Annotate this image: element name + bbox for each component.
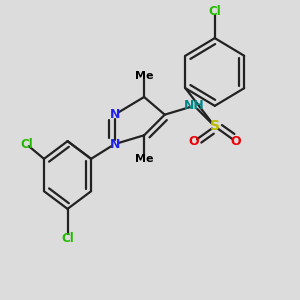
Text: Cl: Cl	[20, 138, 33, 151]
Text: Me: Me	[135, 154, 153, 164]
Text: N: N	[110, 138, 120, 151]
Text: Cl: Cl	[61, 232, 74, 245]
Text: NH: NH	[184, 99, 205, 112]
Text: Cl: Cl	[208, 5, 221, 18]
Text: O: O	[230, 135, 241, 148]
Text: Me: Me	[135, 71, 153, 81]
Text: O: O	[189, 135, 200, 148]
Text: S: S	[210, 119, 220, 134]
Text: N: N	[110, 108, 120, 121]
